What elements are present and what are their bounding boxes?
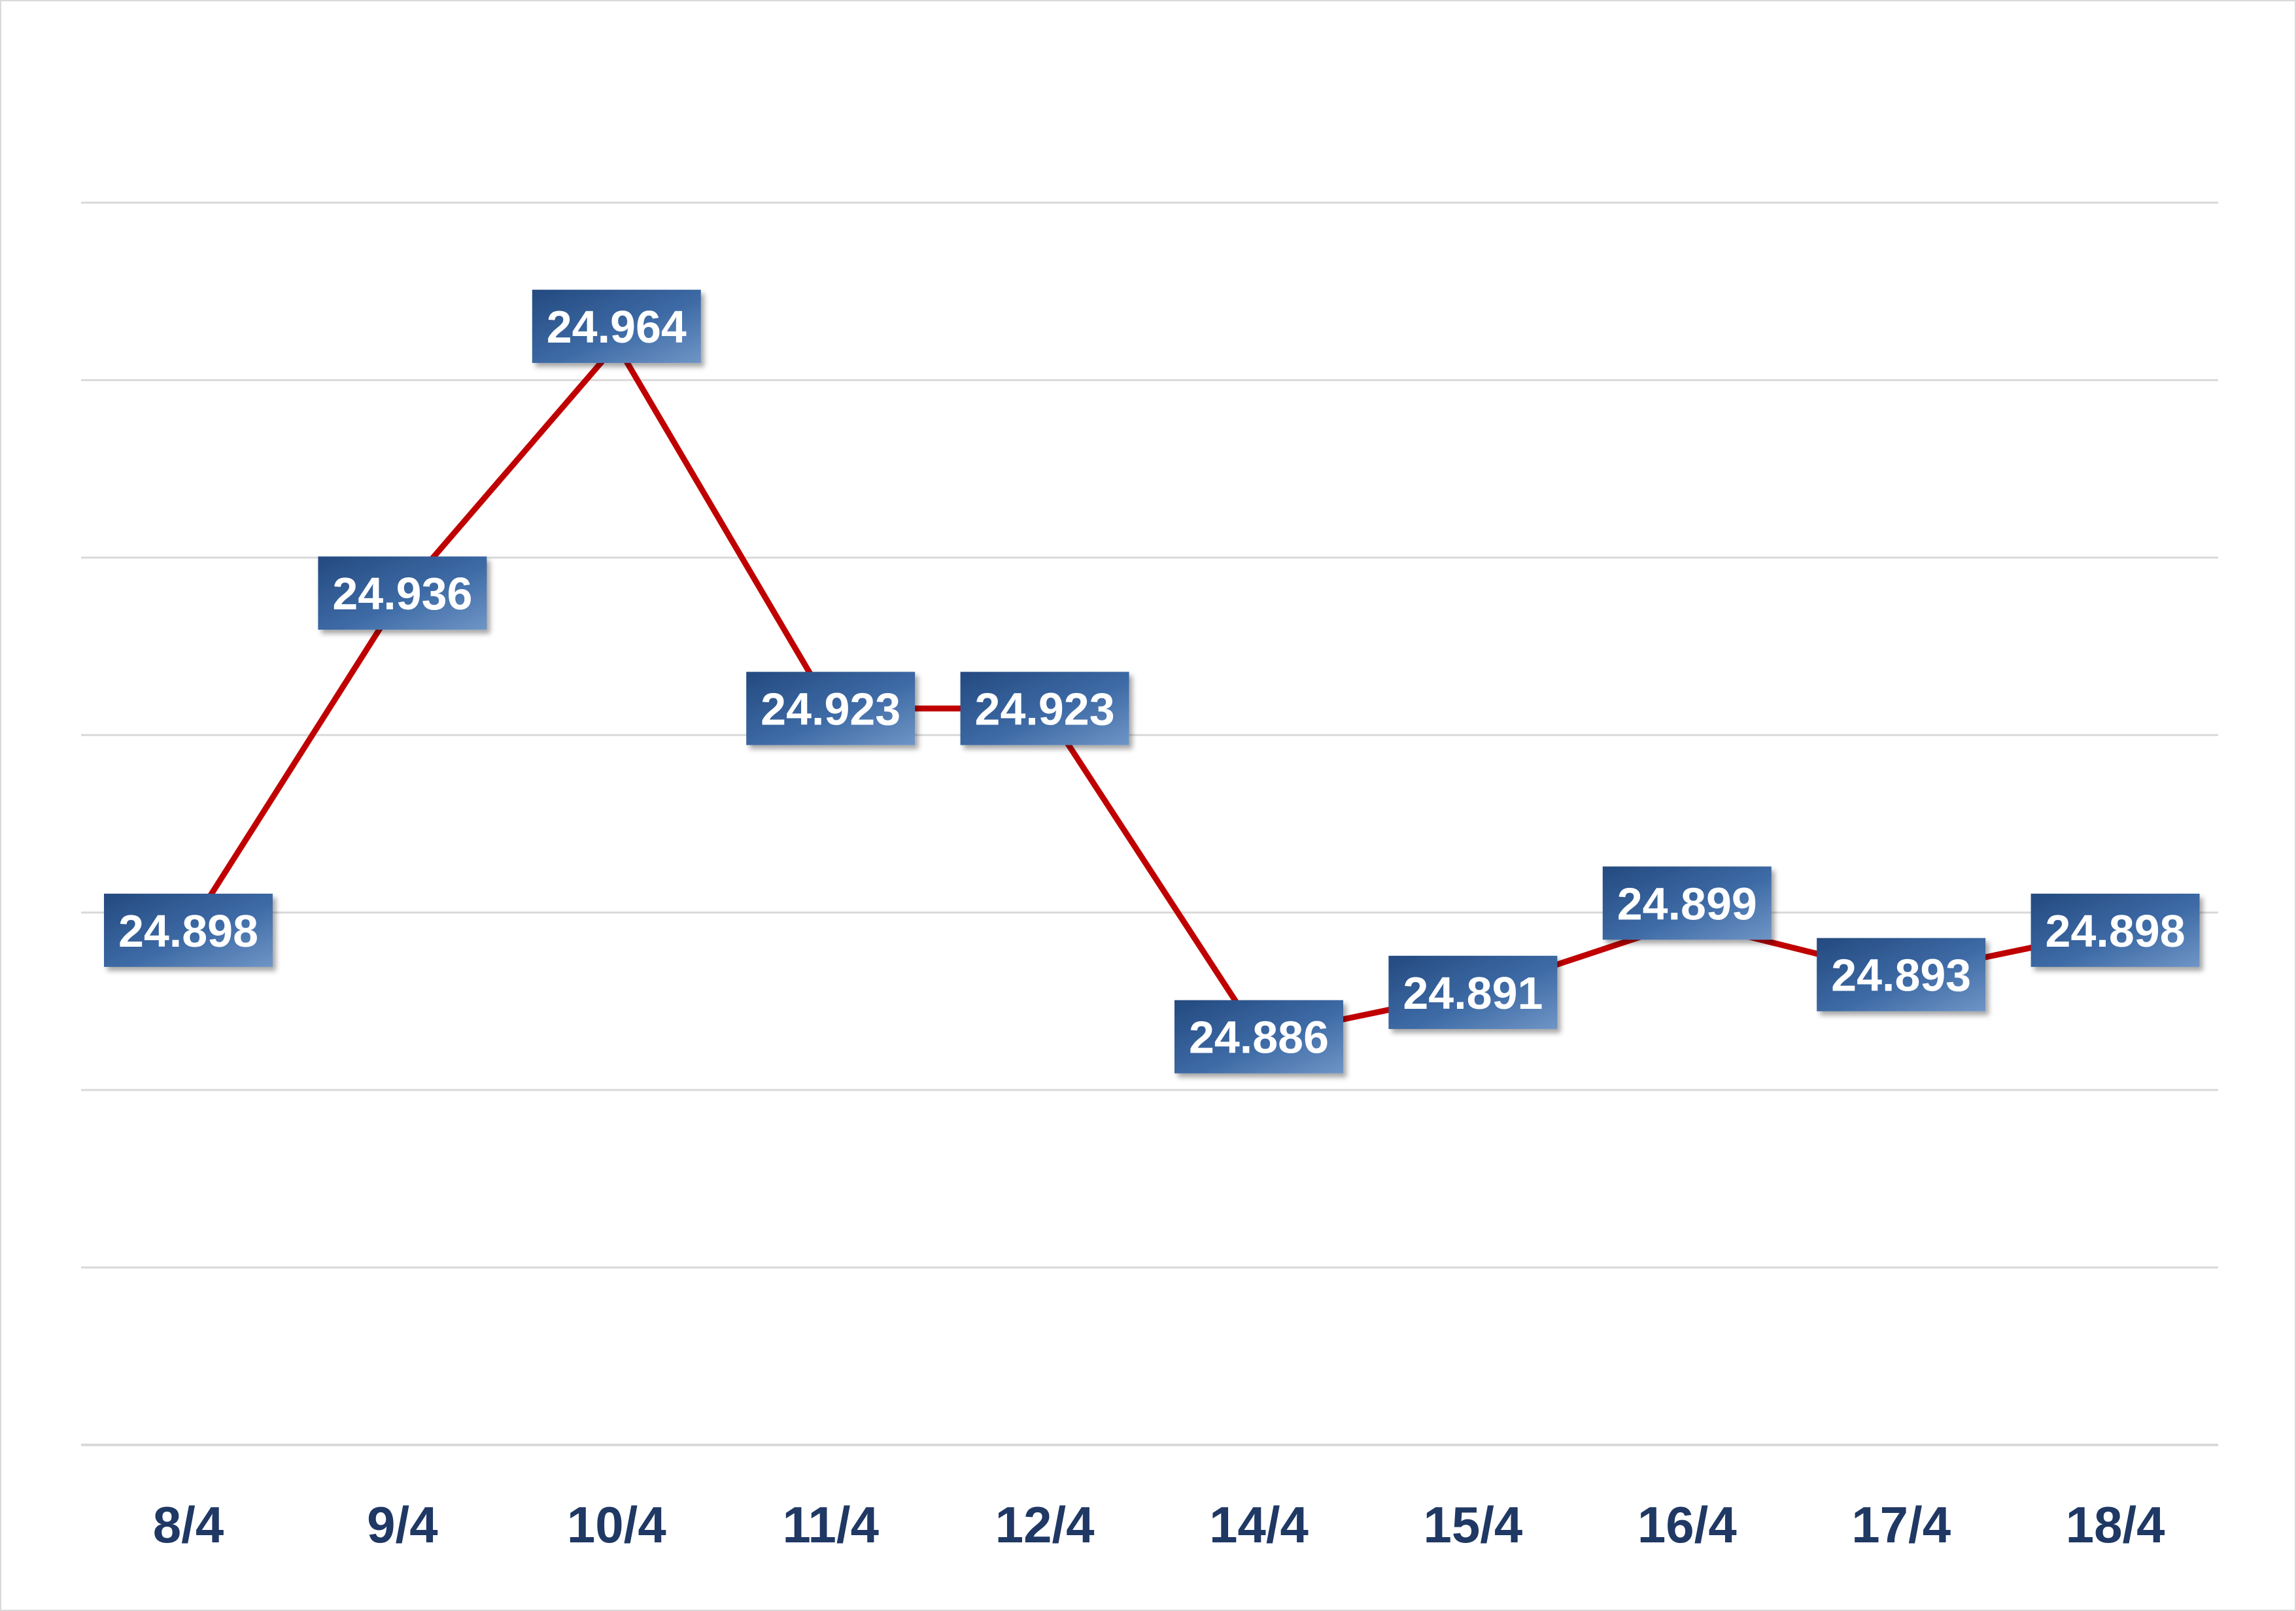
x-tick-label: 12/4	[995, 1496, 1095, 1553]
data-label-text: 24.886	[1189, 1012, 1329, 1063]
data-label-box	[1817, 938, 1986, 1011]
data-label-box	[2030, 893, 2200, 967]
x-tick-label: 14/4	[1209, 1496, 1309, 1553]
x-tick-label: 17/4	[1851, 1496, 1951, 1553]
data-label: 24.891	[1388, 955, 1558, 1029]
data-label: 24.923	[960, 671, 1129, 745]
data-label: 24.898	[2030, 893, 2200, 967]
x-tick-label: 9/4	[367, 1496, 437, 1553]
data-label-box	[532, 290, 701, 364]
data-label-text: 24.899	[1617, 878, 1757, 929]
data-label-text: 24.964	[547, 301, 687, 352]
data-label: 24.964	[532, 290, 701, 364]
data-label-box	[1388, 955, 1558, 1029]
data-label-text: 24.923	[761, 684, 900, 735]
x-tick-label: 8/4	[153, 1496, 224, 1553]
series-line	[185, 341, 2119, 1040]
data-label: 24.936	[318, 556, 487, 630]
x-tick-label: 10/4	[567, 1496, 666, 1553]
data-label-text: 24.923	[975, 684, 1115, 735]
data-label-box	[1174, 1000, 1343, 1074]
data-label: 24.886	[1174, 1000, 1343, 1074]
data-label: 24.923	[746, 671, 916, 745]
data-labels: 24.898 24.936 24.964 24.923 24.923 24.886 24.8…	[104, 290, 2200, 1074]
x-tick-label: 11/4	[782, 1496, 879, 1553]
data-label-box	[104, 893, 273, 967]
x-tick-label: 16/4	[1637, 1496, 1737, 1553]
data-label-box	[746, 671, 916, 745]
data-label-text: 24.898	[2046, 906, 2185, 957]
gridlines	[81, 201, 2218, 1446]
x-tick-label: 15/4	[1423, 1496, 1522, 1553]
data-label-text: 24.891	[1403, 968, 1543, 1019]
data-label: 24.898	[104, 893, 273, 967]
data-label: 24.893	[1817, 938, 1986, 1011]
data-label-box	[960, 671, 1129, 745]
series-polyline	[185, 341, 2119, 1040]
data-label-text: 24.898	[118, 906, 258, 957]
data-label: 24.899	[1602, 866, 1772, 940]
data-label-box	[318, 556, 487, 630]
data-label-box	[1602, 866, 1772, 940]
data-label-text: 24.936	[332, 568, 472, 619]
x-tick-label: 18/4	[2066, 1496, 2165, 1553]
x-axis-ticks: 8/4 9/4 10/4 11/4 12/4 14/4 15/4 16/4 17/4 18/4	[153, 1496, 2165, 1553]
data-label-text: 24.893	[1831, 950, 1971, 1001]
